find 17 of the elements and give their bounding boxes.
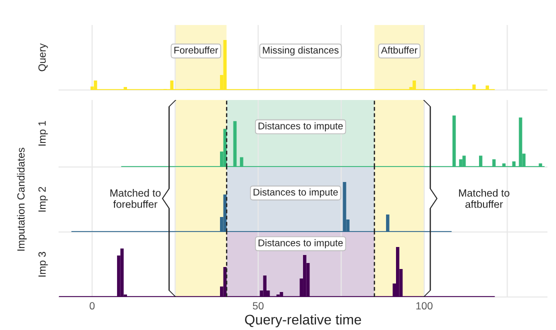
- band-label: Distances to impute: [254, 188, 338, 198]
- annotation: Matched to forebuffer: [110, 189, 161, 208]
- band-label: Aftbuffer: [381, 46, 418, 54]
- band-label: Distances to impute: [258, 122, 343, 132]
- band-label: Forebuffer: [174, 46, 218, 54]
- y-axis-title: Imp 2: [38, 186, 48, 212]
- y-axis-title: Query: [38, 43, 48, 72]
- text: Imputation Candidates: [16, 148, 27, 251]
- x-tick-label: 100: [416, 302, 433, 310]
- y-axis-title: Imp 1: [38, 120, 48, 146]
- band-label: Distances to impute: [258, 239, 343, 248]
- band-label: Missing distances: [262, 46, 339, 56]
- x-tick-label: 50: [252, 302, 264, 310]
- x-axis-title: Query-relative time: [245, 314, 362, 328]
- y-axis-title: Imp 3: [38, 252, 48, 277]
- x-tick-label: 0: [90, 302, 95, 310]
- annotation: Matched to aftbuffer: [459, 189, 510, 208]
